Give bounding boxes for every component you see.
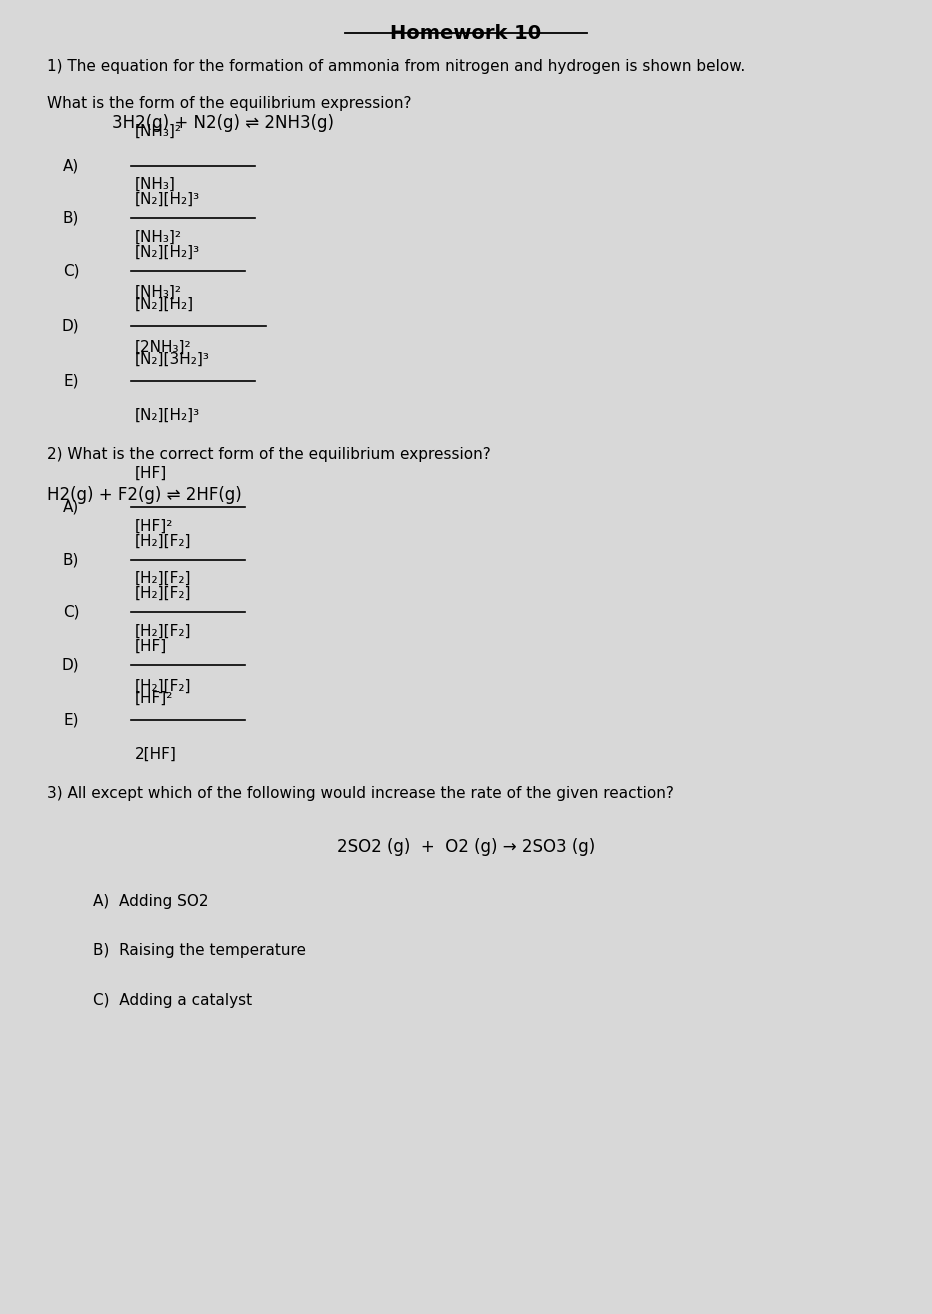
Text: B): B) bbox=[62, 552, 79, 568]
Text: [N₂][H₂]³: [N₂][H₂]³ bbox=[135, 407, 200, 422]
Text: [H₂][F₂]: [H₂][F₂] bbox=[135, 572, 192, 586]
Text: [N₂][H₂]³: [N₂][H₂]³ bbox=[135, 244, 200, 259]
Text: A): A) bbox=[63, 499, 79, 515]
Text: [HF]²: [HF]² bbox=[135, 691, 173, 706]
Text: 1) The equation for the formation of ammonia from nitrogen and hydrogen is shown: 1) The equation for the formation of amm… bbox=[47, 59, 745, 74]
Text: Homework 10: Homework 10 bbox=[391, 24, 541, 42]
Text: E): E) bbox=[63, 712, 79, 728]
Text: [HF]: [HF] bbox=[135, 639, 168, 653]
Text: C): C) bbox=[62, 263, 79, 279]
Text: [H₂][F₂]: [H₂][F₂] bbox=[135, 533, 192, 548]
Text: [H₂][F₂]: [H₂][F₂] bbox=[135, 624, 192, 639]
Text: C)  Adding a catalyst: C) Adding a catalyst bbox=[93, 993, 253, 1008]
Text: B)  Raising the temperature: B) Raising the temperature bbox=[93, 943, 307, 958]
Text: 2SO2 (g)  +  O2 (g) → 2SO3 (g): 2SO2 (g) + O2 (g) → 2SO3 (g) bbox=[336, 838, 596, 857]
Text: H2(g) + F2(g) ⇌ 2HF(g): H2(g) + F2(g) ⇌ 2HF(g) bbox=[47, 486, 241, 505]
Text: 3) All except which of the following would increase the rate of the given reacti: 3) All except which of the following wou… bbox=[47, 786, 674, 800]
Text: B): B) bbox=[62, 210, 79, 226]
Text: [NH₃]: [NH₃] bbox=[135, 177, 176, 192]
Text: [N₂][H₂]: [N₂][H₂] bbox=[135, 297, 194, 311]
Text: [N₂][H₂]³: [N₂][H₂]³ bbox=[135, 192, 200, 206]
Text: D): D) bbox=[62, 657, 79, 673]
Text: 2[HF]: 2[HF] bbox=[135, 746, 177, 761]
Text: What is the form of the equilibrium expression?: What is the form of the equilibrium expr… bbox=[47, 96, 411, 110]
Text: D): D) bbox=[62, 318, 79, 334]
Text: [H₂][F₂]: [H₂][F₂] bbox=[135, 586, 192, 600]
Text: [H₂][F₂]: [H₂][F₂] bbox=[135, 679, 192, 694]
Text: [NH₃]²: [NH₃]² bbox=[135, 230, 182, 244]
Text: 2) What is the correct form of the equilibrium expression?: 2) What is the correct form of the equil… bbox=[47, 447, 490, 461]
Text: A)  Adding SO2: A) Adding SO2 bbox=[93, 894, 209, 908]
Text: [N₂][3H₂]³: [N₂][3H₂]³ bbox=[135, 352, 210, 367]
Text: C): C) bbox=[62, 604, 79, 620]
Text: 3H2(g) + N2(g) ⇌ 2NH3(g): 3H2(g) + N2(g) ⇌ 2NH3(g) bbox=[112, 114, 334, 133]
Text: [HF]²: [HF]² bbox=[135, 519, 173, 533]
Text: E): E) bbox=[63, 373, 79, 389]
Text: [HF]: [HF] bbox=[135, 466, 168, 481]
Text: A): A) bbox=[63, 158, 79, 173]
Text: [NH₃]²: [NH₃]² bbox=[135, 125, 182, 139]
Text: [2NH₃]²: [2NH₃]² bbox=[135, 340, 192, 355]
Text: [NH₃]²: [NH₃]² bbox=[135, 285, 182, 300]
